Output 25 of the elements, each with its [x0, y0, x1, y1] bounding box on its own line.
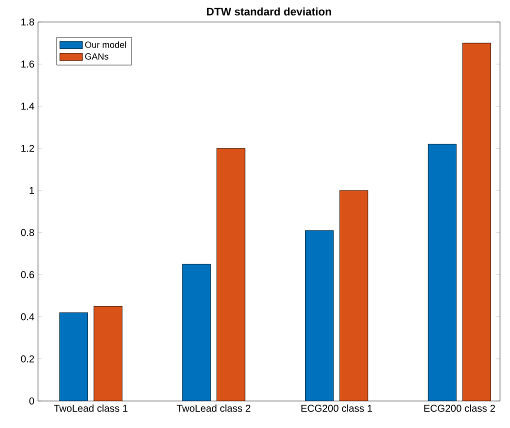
bar	[339, 190, 368, 401]
legend-label: Our model	[85, 41, 126, 48]
bar	[59, 312, 88, 401]
y-tick-label: 1.6	[21, 60, 34, 68]
y-tick-label: 1.8	[21, 18, 34, 26]
x-tick-label: TwoLead class 2	[176, 404, 250, 412]
bar	[94, 306, 122, 401]
x-tick-label: ECG200 class 2	[424, 404, 495, 412]
bar	[305, 230, 334, 401]
bar	[216, 148, 246, 401]
y-tick-label: 0.2	[21, 355, 34, 362]
bar	[462, 42, 491, 401]
legend-label: GANs	[85, 53, 108, 60]
x-tick-label: TwoLead class 1	[54, 404, 128, 412]
y-tick-label: 1.2	[21, 144, 34, 152]
y-tick-label: 1	[30, 187, 34, 194]
bar	[182, 264, 211, 401]
y-tick-label: 0.4	[21, 313, 34, 320]
y-tick-label: 1.4	[21, 102, 34, 110]
y-tick-label: 0.6	[21, 271, 34, 278]
y-tick-label: 0	[29, 397, 34, 405]
x-tick-label: ECG200 class 1	[301, 404, 372, 412]
y-tick-label: 0.8	[21, 229, 34, 236]
chart-title: DTW standard deviation	[207, 7, 332, 16]
bar	[428, 144, 457, 401]
